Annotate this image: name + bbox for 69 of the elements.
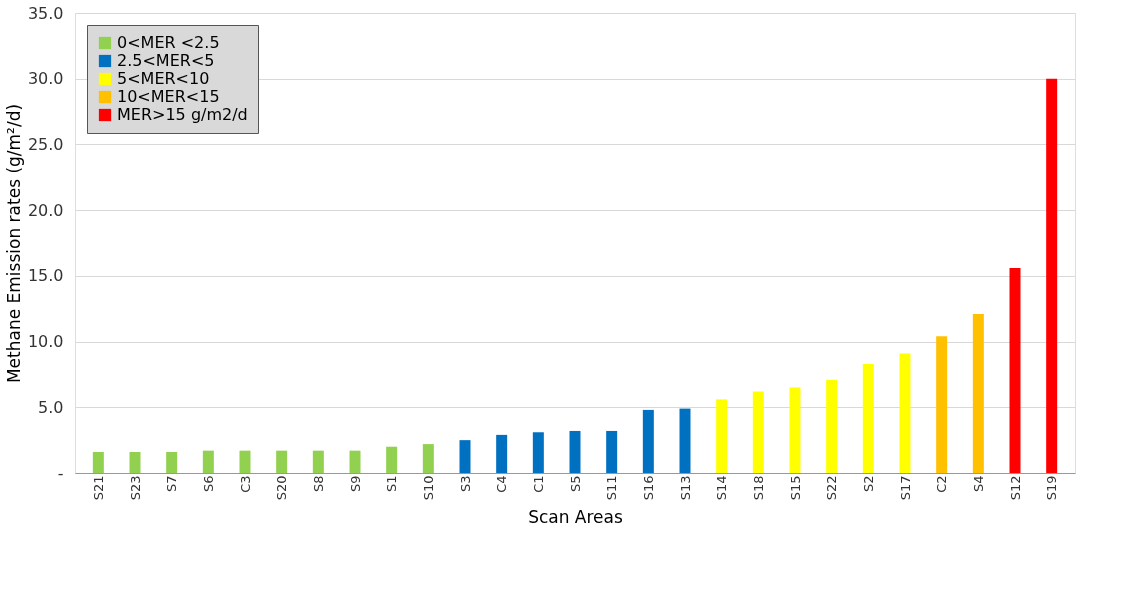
bar — [899, 353, 911, 473]
bar — [312, 450, 324, 473]
y-tick-label: 25.0 — [27, 134, 64, 154]
y-axis-title: Methane Emission rates (g/m²/d) — [3, 103, 24, 384]
bar — [606, 430, 618, 473]
bar — [1009, 267, 1021, 473]
y-tick-label: 15.0 — [27, 266, 64, 286]
x-tick-label: S22 — [824, 475, 840, 501]
x-tick-label: C2 — [934, 475, 950, 493]
x-tick-label: S11 — [604, 475, 620, 501]
bar — [239, 450, 251, 473]
bar — [129, 451, 141, 473]
bar — [532, 432, 544, 473]
x-tick-label: S13 — [677, 475, 693, 501]
bar — [972, 313, 984, 473]
bar — [569, 430, 581, 473]
bar — [679, 408, 691, 473]
x-tick-label: S21 — [90, 475, 106, 501]
x-tick-label: S12 — [1007, 475, 1023, 501]
bar — [459, 440, 471, 473]
x-tick-label: C3 — [237, 475, 253, 493]
bar — [789, 387, 801, 473]
x-tick-label: C1 — [530, 475, 546, 493]
x-tick-label: S3 — [457, 475, 473, 493]
bar — [386, 446, 398, 473]
bar — [716, 399, 728, 473]
bar — [349, 450, 361, 473]
y-tick-label: - — [57, 463, 64, 483]
x-tick-label: S15 — [787, 475, 803, 501]
y-tick-label: 35.0 — [27, 3, 64, 23]
legend-label: 5<MER<10 — [117, 69, 210, 88]
x-tick-label: S18 — [750, 475, 766, 501]
bar — [936, 336, 948, 473]
bar — [1046, 78, 1058, 473]
x-tick-label: S23 — [127, 475, 143, 501]
bar — [202, 450, 214, 473]
bar — [752, 391, 764, 473]
bar — [826, 379, 838, 473]
x-tick-label: S4 — [970, 475, 986, 493]
legend-label: MER>15 g/m2/d — [117, 105, 248, 124]
x-tick-label: S19 — [1044, 475, 1060, 501]
x-tick-label: S8 — [310, 475, 326, 493]
x-tick-label: S1 — [384, 475, 400, 493]
x-tick-label: S6 — [200, 475, 216, 493]
x-tick-label: S16 — [640, 475, 656, 501]
x-tick-label: S5 — [567, 475, 583, 493]
bar — [422, 444, 434, 473]
bar — [862, 363, 874, 473]
x-tick-label: S7 — [164, 475, 180, 493]
bar — [166, 451, 178, 473]
y-tick-label: 5.0 — [38, 397, 64, 417]
y-tick-label: 20.0 — [27, 200, 64, 220]
x-tick-label: S10 — [420, 475, 436, 501]
x-tick-label: C4 — [494, 475, 510, 493]
y-tick-label: 30.0 — [27, 69, 64, 89]
legend-label: 10<MER<15 — [117, 87, 220, 106]
bar — [642, 409, 654, 473]
bar — [276, 450, 288, 473]
x-tick-label: S20 — [274, 475, 290, 501]
bar — [92, 451, 104, 473]
y-tick-label: 10.0 — [27, 332, 64, 352]
legend-label: 0<MER <2.5 — [117, 33, 220, 52]
x-axis-title: Scan Areas — [528, 507, 623, 528]
x-tick-label: S2 — [860, 475, 876, 493]
x-tick-label: S9 — [347, 475, 363, 493]
x-tick-label: S17 — [897, 475, 913, 501]
legend-label: 2.5<MER<5 — [117, 51, 215, 70]
bar — [496, 434, 508, 473]
x-tick-label: S14 — [714, 475, 730, 501]
